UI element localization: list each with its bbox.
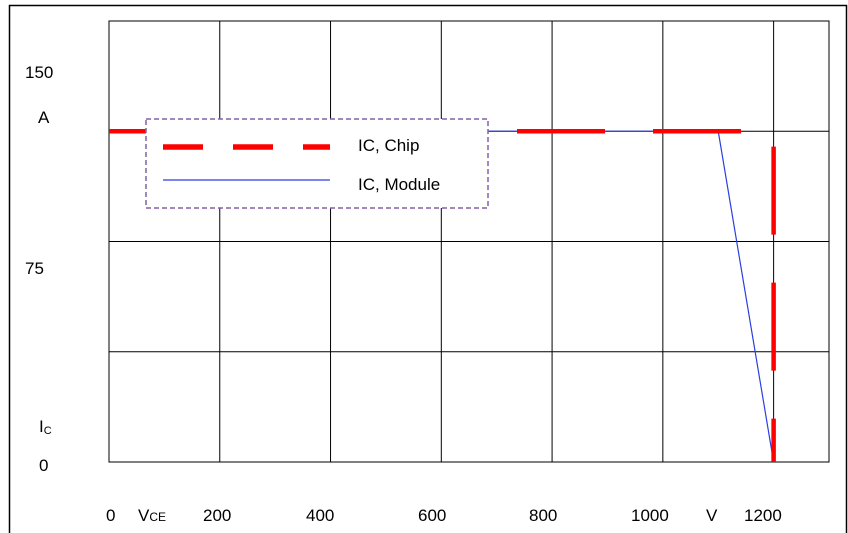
legend-chip-label: IC, Chip: [358, 136, 419, 155]
y-axis-symbol-sub: C: [44, 425, 52, 437]
grid-layer: [108, 20, 830, 463]
x-tick-label-600: 600: [418, 506, 446, 525]
x-tick-label-1000: 1000: [631, 506, 669, 525]
legend-box: [145, 118, 489, 209]
x-axis-symbol-sub: CE: [149, 510, 166, 524]
x-tick-label-800: 800: [529, 506, 557, 525]
x-axis-symbol: VCE: [138, 506, 166, 525]
y-unit-label: A: [38, 108, 50, 127]
y-axis-symbol: IC: [39, 417, 52, 437]
x-tick-label-400: 400: [306, 506, 334, 525]
y-tick-label-75: 75: [25, 259, 44, 278]
legend: IC, Chip IC, Module: [145, 118, 489, 209]
outer-frame: [8, 4, 848, 533]
x-tick-label-1200: 1200: [744, 506, 782, 525]
y-tick-label-0: 0: [39, 456, 48, 475]
x-unit-label: V: [706, 506, 718, 525]
y-tick-label-150: 150: [25, 63, 53, 82]
x-tick-label-0: 0: [106, 506, 115, 525]
legend-module-label: IC, Module: [358, 175, 440, 194]
x-tick-label-200: 200: [203, 506, 231, 525]
